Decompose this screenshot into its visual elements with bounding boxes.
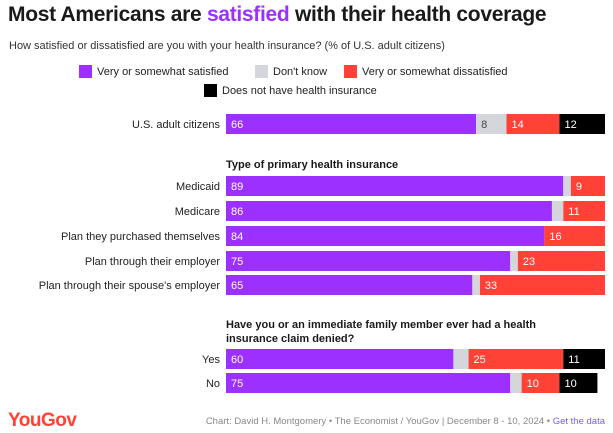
row-label-medicaid: Medicaid	[176, 181, 220, 193]
bar-yes-don-t-know	[453, 349, 469, 369]
bar-label-no-very-or-somewhat-satisfied: 75	[231, 378, 243, 390]
bar-plan-through-their-spouse-s-employer-very-or-somewhat-satisfied	[226, 275, 473, 295]
get-data-link[interactable]: Get the data	[552, 416, 605, 427]
chart-subtitle: How satisfied or dissatisfied are you wi…	[9, 40, 445, 52]
row-label-no: No	[206, 378, 220, 390]
bar-plan-through-their-spouse-s-employer-don-t-know	[472, 275, 480, 295]
legend-item-uninsured: Does not have health insurance	[204, 84, 377, 97]
legend-item-dissatisfied: Very or somewhat dissatisfied	[344, 65, 508, 78]
bar-label-plan-through-their-employer-very-or-somewhat-satisfied: 75	[231, 256, 243, 268]
title-part-2: with their health coverage	[289, 3, 547, 26]
bar-medicare-very-or-somewhat-satisfied	[226, 201, 552, 221]
bar-medicaid-very-or-somewhat-satisfied	[226, 176, 564, 196]
bar-label-u-s-adult-citizens-very-or-somewhat-satisfied: 66	[231, 119, 243, 131]
title-highlight: satisfied	[206, 3, 290, 26]
section-title-claim-denied: Have you or an immediate family member e…	[226, 319, 536, 345]
bar-label-u-s-adult-citizens-does-not-have-health-insurance: 12	[565, 119, 577, 131]
bar-label-plan-through-their-employer-very-or-somewhat-dissatisfied: 23	[523, 256, 535, 268]
bar-yes-very-or-somewhat-dissatisfied	[468, 349, 564, 369]
bar-medicaid-don-t-know	[563, 176, 571, 196]
bar-yes-does-not-have-health-insurance	[563, 349, 605, 369]
bar-label-no-does-not-have-health-insurance: 10	[565, 378, 577, 390]
chart-credit: Chart: David H. Montgomery • The Economi…	[206, 416, 605, 427]
bar-medicare-very-or-somewhat-dissatisfied	[563, 201, 605, 221]
bar-label-yes-does-not-have-health-insurance: 11	[568, 354, 579, 366]
bar-medicaid-very-or-somewhat-dissatisfied	[570, 176, 605, 196]
bar-label-yes-very-or-somewhat-satisfied: 60	[231, 354, 243, 366]
legend-swatch-dissatisfied	[344, 65, 357, 78]
credit-text: Chart: David H. Montgomery • The Economi…	[205, 416, 553, 427]
bar-medicare-don-t-know	[551, 201, 564, 221]
bar-label-yes-very-or-somewhat-dissatisfied: 25	[474, 354, 486, 366]
bar-u-s-adult-citizens-very-or-somewhat-satisfied	[226, 114, 477, 134]
bar-u-s-adult-citizens-very-or-somewhat-dissatisfied	[506, 114, 560, 134]
bar-plan-through-their-employer-very-or-somewhat-satisfied	[226, 251, 511, 271]
section-title-insurance-type: Type of primary health insurance	[226, 159, 399, 171]
bar-label-u-s-adult-citizens-don-t-know: 8	[481, 119, 487, 131]
bar-label-medicaid-very-or-somewhat-satisfied: 89	[231, 181, 243, 193]
chart-title: Most Americans are satisfied with their …	[8, 3, 547, 27]
bar-label-medicare-very-or-somewhat-dissatisfied: 11	[568, 206, 579, 218]
yougov-logo: YouGov	[8, 410, 77, 431]
bar-no-don-t-know	[510, 373, 522, 393]
bar-plan-they-purchased-themselves-very-or-somewhat-satisfied	[226, 226, 545, 246]
bar-no-very-or-somewhat-satisfied	[226, 373, 511, 393]
row-label-medicare: Medicare	[175, 206, 220, 218]
legend-label-satisfied: Very or somewhat satisfied	[97, 65, 229, 78]
bar-label-u-s-adult-citizens-very-or-somewhat-dissatisfied: 14	[511, 119, 523, 131]
bar-no-very-or-somewhat-dissatisfied	[521, 373, 560, 393]
bar-label-medicaid-very-or-somewhat-dissatisfied: 9	[576, 181, 582, 193]
bar-u-s-adult-citizens-does-not-have-health-insurance	[559, 114, 605, 134]
row-label-plan-through-their-employer: Plan through their employer	[85, 256, 220, 268]
legend-swatch-uninsured	[204, 84, 217, 97]
bar-plan-through-their-employer-don-t-know	[510, 251, 518, 271]
bar-label-medicare-very-or-somewhat-satisfied: 86	[231, 206, 243, 218]
legend-item-dont-know: Don't know	[255, 65, 327, 78]
bar-plan-through-their-spouse-s-employer-very-or-somewhat-dissatisfied	[479, 275, 605, 295]
bar-label-plan-they-purchased-themselves-very-or-somewhat-dissatisfied: 16	[549, 231, 561, 243]
bar-label-plan-they-purchased-themselves-very-or-somewhat-satisfied: 84	[231, 231, 243, 243]
legend-item-satisfied: Very or somewhat satisfied	[79, 65, 228, 78]
bar-no-does-not-have-health-insurance	[559, 373, 598, 393]
bar-u-s-adult-citizens-don-t-know	[476, 114, 507, 134]
bar-label-no-very-or-somewhat-dissatisfied: 10	[527, 378, 539, 390]
title-part-1: Most Americans are	[8, 3, 207, 26]
legend-swatch-dont-know	[255, 65, 268, 78]
legend-swatch-satisfied	[79, 65, 92, 78]
legend-label-dont-know: Don't know	[273, 65, 328, 78]
bar-yes-very-or-somewhat-satisfied	[226, 349, 454, 369]
legend-label-uninsured: Does not have health insurance	[222, 84, 377, 97]
bar-label-plan-through-their-spouse-s-employer-very-or-somewhat-satisfied: 65	[231, 280, 243, 292]
bar-plan-through-their-employer-very-or-somewhat-dissatisfied	[517, 251, 605, 271]
row-label-u-s-adult-citizens: U.S. adult citizens	[132, 119, 221, 131]
row-label-plan-they-purchased-themselves: Plan they purchased themselves	[61, 231, 220, 243]
bar-label-plan-through-their-spouse-s-employer-very-or-somewhat-dissatisfied: 33	[485, 280, 497, 292]
bar-plan-they-purchased-themselves-very-or-somewhat-dissatisfied	[544, 226, 605, 246]
row-label-yes: Yes	[202, 354, 220, 366]
row-label-plan-through-their-spouse-s-employer: Plan through their spouse's employer	[39, 280, 221, 292]
legend-label-dissatisfied: Very or somewhat dissatisfied	[362, 65, 508, 78]
